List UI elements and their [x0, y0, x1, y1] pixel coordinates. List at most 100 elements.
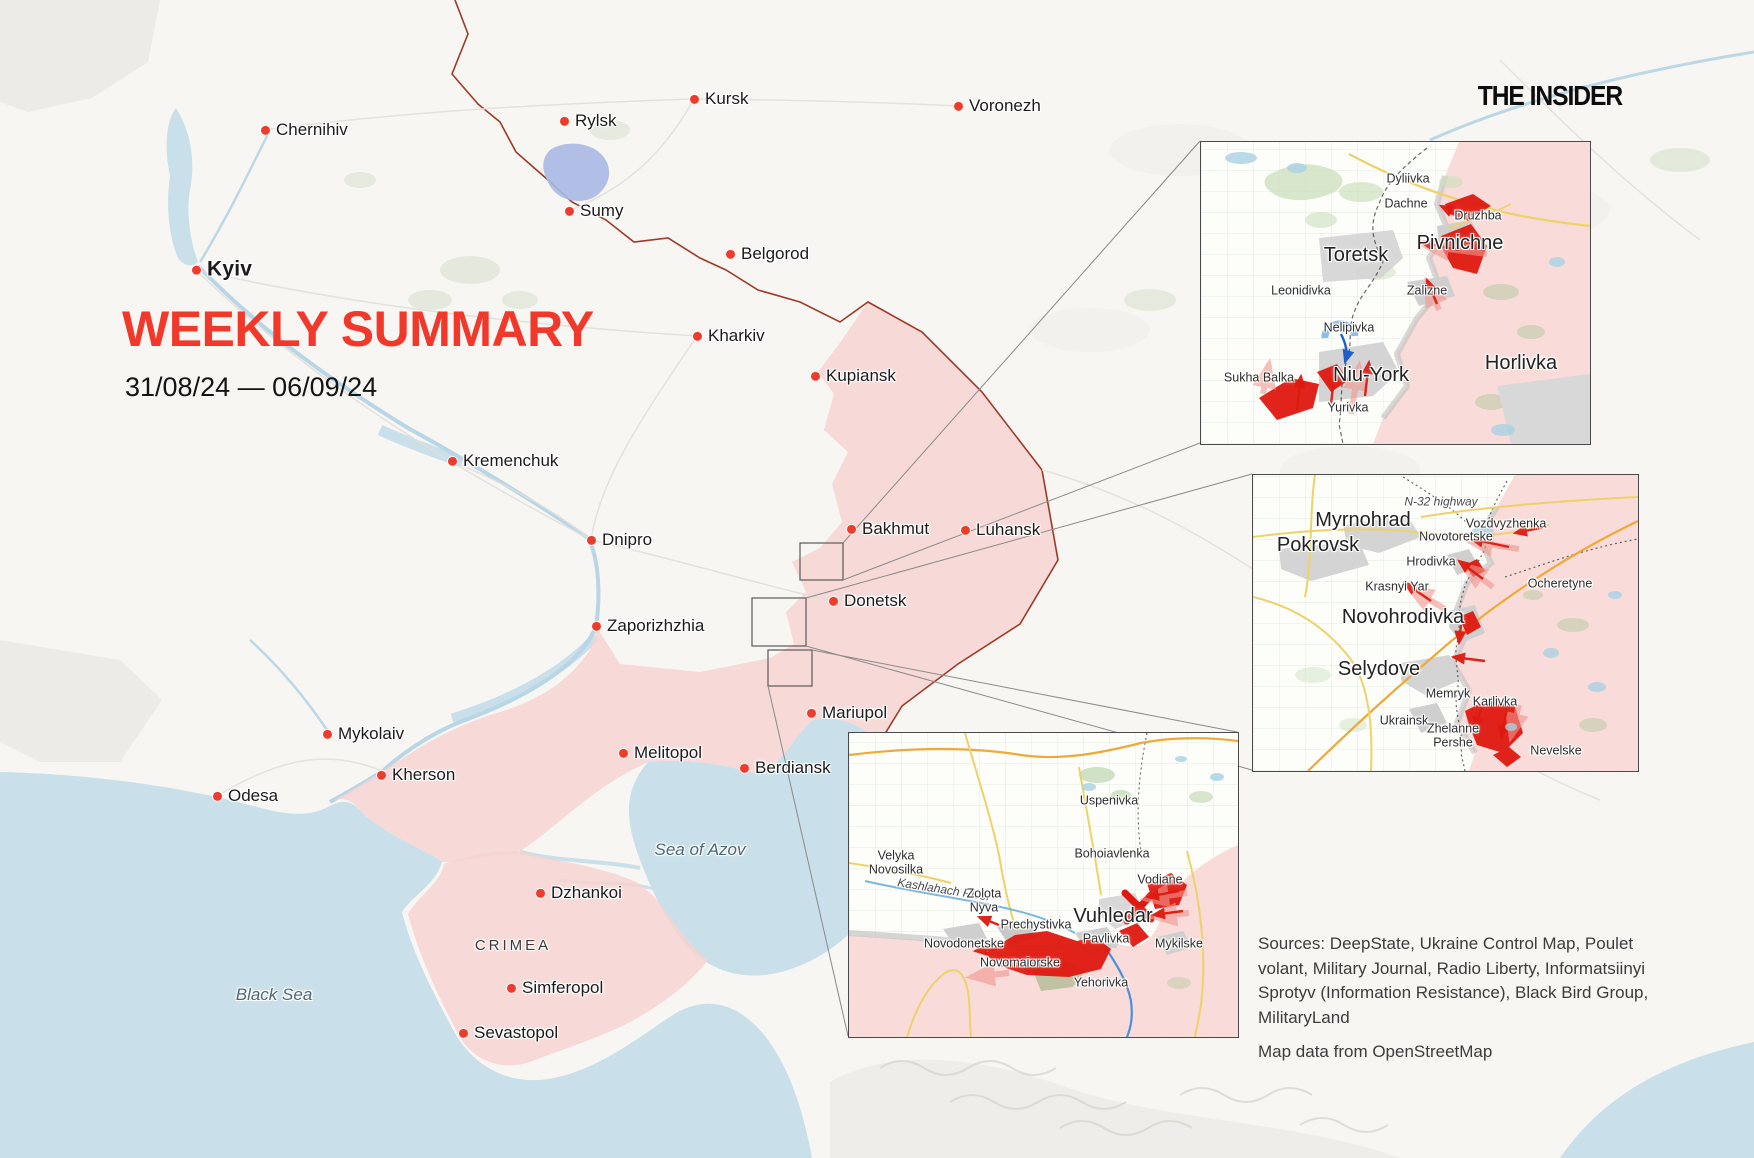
label-text: Novotoretske [1419, 529, 1493, 544]
vuhledar-inset: Uspenivka Bohoiavlenka Velyka Novosilka Kas… [848, 732, 1239, 1038]
label-text: Velyka Novosilka [868, 848, 924, 876]
label-text: Mykilske [1155, 936, 1203, 951]
city-label-kursk: Kursk [690, 89, 748, 108]
pokrovsk-inset-labels: N-32 highway Myrnohrad Pokrovsk Vozdvyzhenk… [1253, 475, 1638, 771]
mountains-texture [879, 1060, 1389, 1136]
admin-boundary [1137, 733, 1148, 852]
city-label-mykolaiv: Mykolaiv [323, 724, 404, 743]
map-label-zhelanne-pershe: Zhelanne Pershe [1427, 722, 1479, 750]
city-label-sevastopol: Sevastopol [459, 1023, 558, 1042]
vuhledar-inset-canvas [849, 733, 1238, 1037]
city-label-kyiv: Kyiv [192, 258, 252, 282]
map-label-zolota-nyva: Zolota Nyva [966, 886, 1002, 915]
city-label-dnipro: Dnipro [587, 530, 652, 549]
map-label-yurivka: Yurivka [1328, 401, 1369, 415]
city-label-sumy: Sumy [565, 201, 623, 220]
pokrovsk-inset: N-32 highway Myrnohrad Pokrovsk Vozdvyzhenk… [1252, 474, 1639, 772]
city-label-belgorod: Belgorod [726, 244, 809, 263]
map-label-uspenivka: Uspenivka [1080, 794, 1138, 808]
label-text: Odesa [228, 785, 279, 805]
map-label-novodonetske: Novodonetske [924, 937, 1004, 951]
label-text: Nelipivka [1323, 320, 1375, 335]
map-label-nelipivka: Nelipivka [1324, 321, 1375, 335]
label-text: CRIMEA [474, 936, 552, 954]
city-dot [507, 983, 516, 993]
label-text: Novodonetske [924, 936, 1004, 951]
city-dot [377, 770, 386, 780]
label-text: Zolota Nyva [966, 886, 1002, 914]
city-dot [807, 708, 816, 718]
east-black-sea [1560, 1042, 1754, 1158]
city-label-zaporizhzhia: Zaporizhzhia [592, 615, 705, 635]
map-data-credit: Map data from OpenStreetMap [1258, 1041, 1493, 1061]
label-text: Vozdvyzhenka [1465, 516, 1547, 531]
label-text: Pokrovsk [1276, 534, 1360, 557]
city-label-kherson: Kherson [377, 764, 456, 784]
label-text: Nevelske [1530, 743, 1582, 758]
map-label-n-32-highway: N-32 highway [1404, 495, 1477, 509]
roads [1348, 153, 1590, 229]
occupied-territory [335, 302, 1058, 1066]
city-label-bakhmut: Bakhmut [847, 519, 929, 538]
toretsk-inset-canvas [1225, 142, 1590, 444]
city-dot [740, 763, 749, 773]
city-dot [961, 525, 970, 535]
label-text: Donetsk [844, 590, 907, 610]
city-dot [213, 791, 222, 801]
label-text: Simferopol [522, 977, 604, 997]
vuhledar-inset-labels: Uspenivka Bohoiavlenka Velyka Novosilka Kas… [849, 733, 1238, 1037]
map-label-vozdvyzhenka: Vozdvyzhenka [1466, 517, 1547, 531]
kyiv-reservoir [166, 108, 198, 266]
rivers [864, 880, 1133, 1037]
map-label-leonidivka: Leonidivka [1271, 284, 1331, 298]
city-dot [459, 1028, 468, 1038]
toretsk-inset: Dyliivka Dachne Druzhba Pivnichne Toretsk Zal… [1200, 141, 1591, 445]
map-label-velyka-novosilka: Velyka Novosilka [868, 848, 924, 877]
map-label-novomaiorske: Novomaiorske [980, 956, 1060, 970]
label-text: Kupiansk [826, 365, 896, 385]
map-label-sea-of-azov: Sea of Azov [654, 840, 745, 859]
page-title: WEEKLY SUMMARY [122, 301, 594, 357]
map-label-horlivka: Horlivka [1485, 353, 1557, 375]
label-text: Vodiane [1137, 872, 1183, 887]
advance-arrows [972, 888, 1184, 956]
label-text: Yurivka [1327, 400, 1369, 415]
ukrainian-counter [1321, 320, 1359, 365]
map-label-bohoiavlenka: Bohoiavlenka [1074, 847, 1149, 861]
roads [849, 733, 1238, 1037]
ponds [1082, 756, 1224, 791]
label-text: Mariupol [822, 702, 888, 722]
label-text: Kherson [392, 764, 456, 784]
city-dot [536, 888, 545, 898]
label-text: Kremenchuk [463, 450, 559, 470]
label-text: Sukha Balka [1223, 370, 1295, 385]
state-border [451, 0, 1059, 743]
map-label-druzhba: Druzhba [1454, 209, 1501, 223]
city-dot [587, 535, 596, 545]
map-label-nevelske: Nevelske [1530, 744, 1581, 758]
label-text: Dzhankoi [551, 882, 622, 902]
label-text: Vuhledar [1073, 905, 1153, 928]
admin-boundaries [1402, 476, 1638, 771]
ponds [1472, 527, 1622, 731]
label-text: Yehorivka [1073, 975, 1129, 990]
city-label-kharkiv: Kharkiv [693, 326, 765, 345]
city-label-berdiansk: Berdiansk [740, 758, 831, 777]
map-label-vodiane: Vodiane [1137, 873, 1182, 887]
city-dot [592, 621, 601, 631]
label-text: Uspenivka [1079, 793, 1139, 808]
ponds [1225, 152, 1565, 436]
label-text: Memryk [1425, 686, 1471, 701]
sources-text: Sources: DeepState, Ukraine Control Map,… [1258, 934, 1649, 1027]
map-label-novotoretske: Novotoretske [1419, 530, 1493, 544]
label-text: Voronezh [969, 95, 1041, 115]
map-label-black-sea: Black Sea [236, 985, 313, 1004]
label-text: Pivnichne [1416, 232, 1504, 255]
city-label-simferopol: Simferopol [507, 977, 604, 997]
city-dot [192, 265, 201, 275]
label-text: Prechystivka [1000, 917, 1072, 932]
label-text: Druzhba [1454, 208, 1502, 223]
map-label-niu-york: Niu-York [1333, 365, 1409, 387]
label-text: Zaporizhzhia [607, 615, 705, 635]
